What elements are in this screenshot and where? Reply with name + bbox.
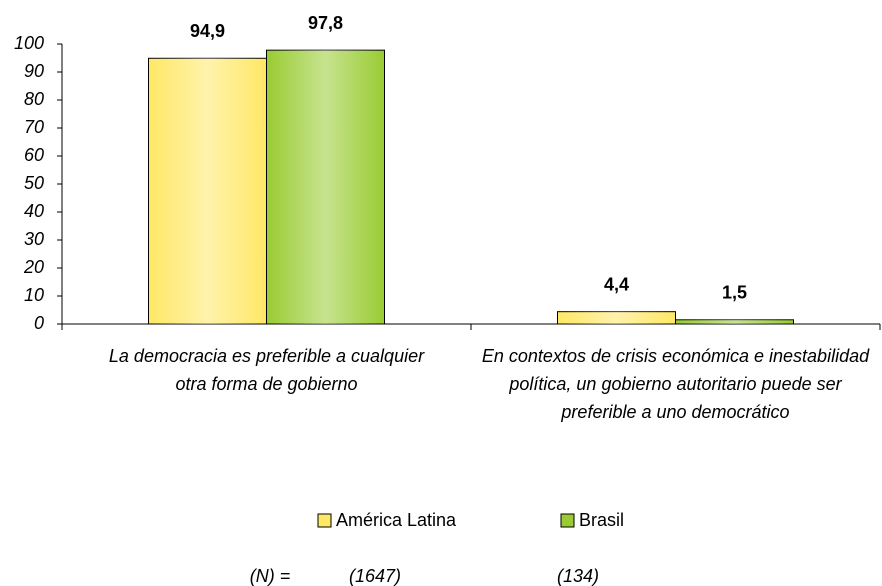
legend-swatch bbox=[560, 513, 575, 528]
legend-swatch bbox=[317, 513, 332, 528]
data-label: 1,5 bbox=[722, 283, 747, 303]
n-value: (1647) bbox=[349, 566, 401, 586]
y-tick-label: 60 bbox=[24, 145, 44, 165]
y-tick-label: 70 bbox=[24, 117, 44, 137]
y-tick-label: 10 bbox=[24, 285, 44, 305]
y-tick-label: 50 bbox=[24, 173, 44, 193]
y-tick-label: 20 bbox=[23, 257, 44, 277]
data-label: 94,9 bbox=[190, 21, 225, 41]
n-value: (134) bbox=[557, 566, 599, 586]
y-tick-label: 100 bbox=[14, 33, 44, 53]
x-tick-label: La democracia es preferible a cualquier … bbox=[108, 346, 425, 394]
legend-label: América Latina bbox=[336, 510, 457, 530]
y-tick-label: 40 bbox=[24, 201, 44, 221]
bar-shine bbox=[266, 50, 385, 324]
n-label: (N) = bbox=[250, 566, 291, 586]
y-tick-label: 90 bbox=[24, 61, 44, 81]
y-tick-label: 80 bbox=[24, 89, 44, 109]
bar-shine bbox=[557, 311, 676, 324]
data-label: 97,8 bbox=[308, 13, 343, 33]
bar-shine bbox=[675, 319, 794, 324]
x-tick-label: En contextos de crisis económica e inest… bbox=[481, 346, 870, 422]
y-tick-label: 30 bbox=[24, 229, 44, 249]
legend-label: Brasil bbox=[579, 510, 624, 530]
data-label: 4,4 bbox=[604, 274, 629, 294]
bar-shine bbox=[148, 58, 267, 324]
y-tick-label: 0 bbox=[34, 313, 44, 333]
